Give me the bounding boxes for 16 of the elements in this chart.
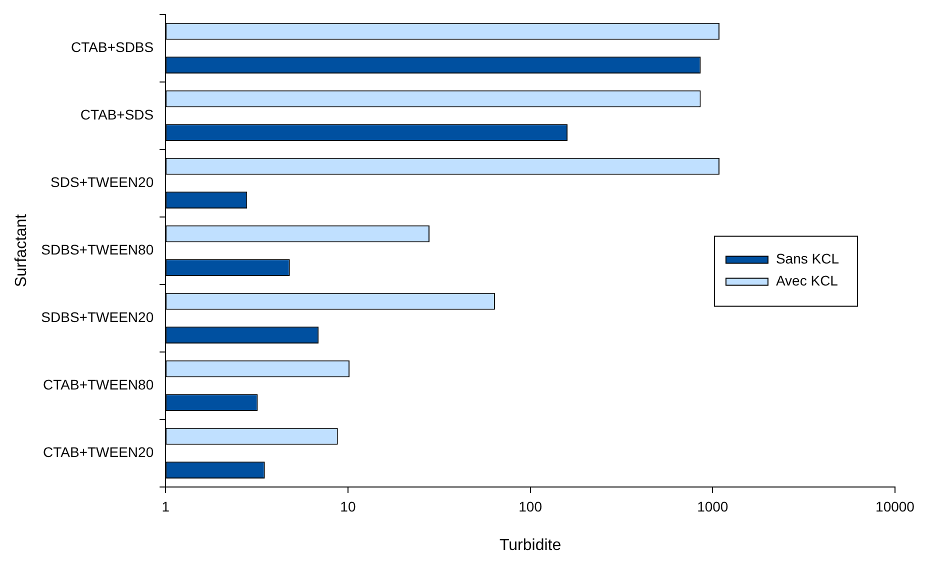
x-axis-title: Turbidite xyxy=(499,536,562,554)
legend-label: Sans KCL xyxy=(776,250,840,267)
y-tick-label: CTAB+TWEEN80 xyxy=(43,376,154,393)
x-tick-label: 10000 xyxy=(876,498,915,514)
y-tick-label: SDBS+TWEEN20 xyxy=(41,309,154,326)
x-tick-label: 10 xyxy=(340,498,356,514)
y-tick-label: CTAB+TWEEN20 xyxy=(43,444,154,460)
y-tick-label: SDS+TWEEN20 xyxy=(50,174,154,190)
x-tick-label: 100 xyxy=(518,498,542,514)
legend-label: Avec KCL xyxy=(776,272,838,289)
y-tick-label: SDBS+TWEEN80 xyxy=(41,242,154,258)
y-axis-title: Surfactant xyxy=(13,214,30,288)
x-tick-label: 1000 xyxy=(697,498,728,514)
x-tick-label: 1 xyxy=(162,498,170,514)
y-tick-label: CTAB+SDS xyxy=(80,106,154,123)
y-tick-label: CTAB+SDBS xyxy=(71,39,154,56)
